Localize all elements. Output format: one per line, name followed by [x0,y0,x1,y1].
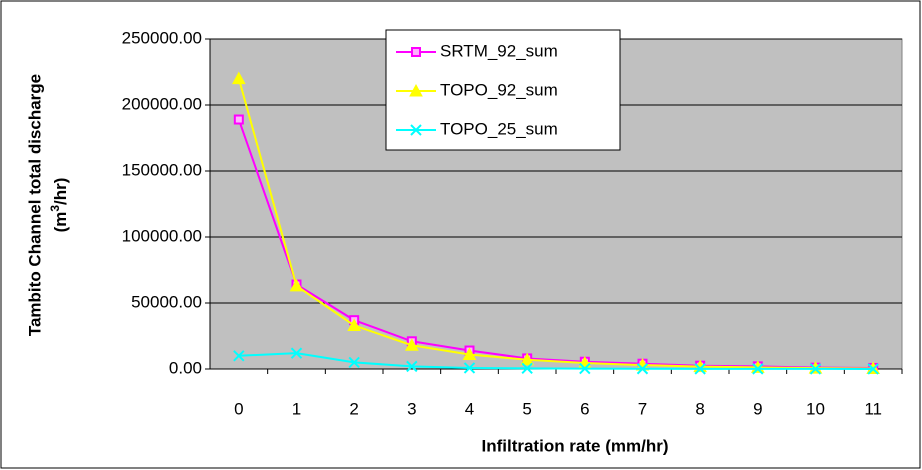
legend-label: TOPO_25_sum [440,119,558,138]
marker [290,347,303,359]
marker [462,347,477,360]
marker [411,47,421,57]
series-line [238,352,874,370]
marker [809,363,822,375]
marker [404,338,419,351]
series-line [237,78,874,370]
y-tick-label: 50000.00 [131,292,202,311]
x-axis-title: Infiltration rate (mm/hr) [481,436,668,455]
marker [410,124,422,136]
unit-sup: 3 [48,205,62,212]
marker [406,360,418,373]
x-tick-label: 0 [234,399,243,418]
marker [752,363,764,375]
legend-label: TOPO_92_sum [440,80,558,99]
marker [636,363,649,375]
x-tick-label: 3 [407,399,416,418]
marker [520,352,535,366]
x-tick-label: 8 [695,399,704,418]
x-tick-label: 1 [292,399,301,418]
marker [463,362,476,374]
unit-part: /hr) [51,178,70,205]
x-tick-label: 6 [580,399,589,418]
y-axis-unit: (m3/hr) [48,178,70,233]
marker [409,83,423,97]
marker [231,71,246,85]
marker [348,356,360,369]
x-tick-label: 2 [349,399,358,418]
y-tick-label: 200000.00 [122,94,202,113]
marker [521,362,533,375]
x-tick-label: 9 [753,399,762,418]
marker [233,350,245,362]
marker [579,362,591,375]
x-tick-label: 4 [465,399,474,418]
y-tick-label: 0.00 [169,358,202,377]
x-tick-label: 5 [522,399,531,418]
marker [233,114,244,125]
y-tick-label: 250000.00 [122,28,202,47]
marker [289,278,304,292]
x-tick-label: 7 [638,399,647,418]
x-tick-label: 11 [864,399,882,418]
marker [867,363,879,375]
x-tick-label: 10 [806,399,825,418]
y-tick-label: 150000.00 [122,160,202,179]
y-axis-title: Tambito Channel total discharge [25,74,44,336]
marker [347,318,362,331]
unit-part: (m [51,212,70,233]
marker [694,363,706,375]
legend-label: SRTM_92_sum [440,41,558,60]
y-tick-label: 100000.00 [122,226,202,245]
